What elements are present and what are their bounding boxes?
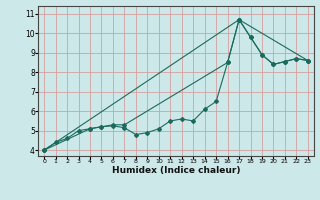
X-axis label: Humidex (Indice chaleur): Humidex (Indice chaleur) [112,166,240,175]
